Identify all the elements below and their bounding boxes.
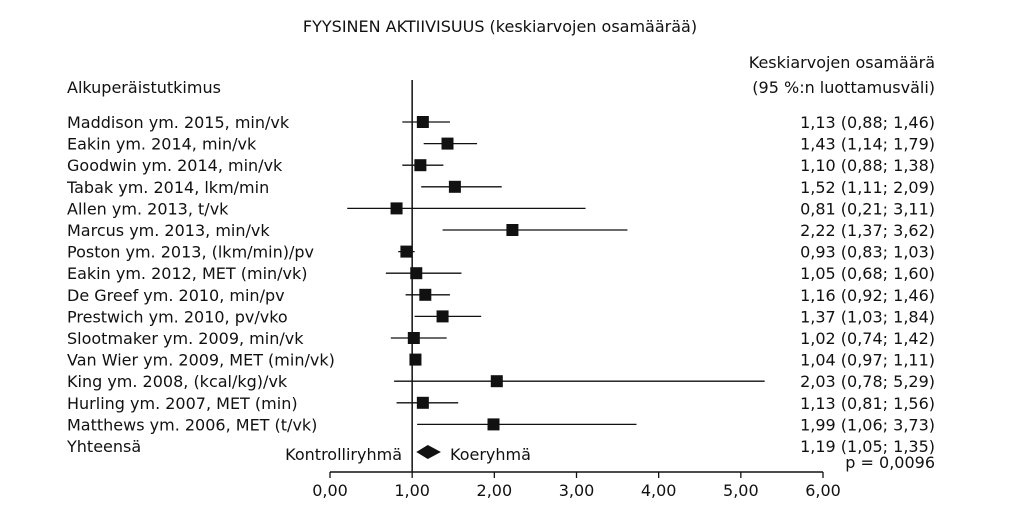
- study-value: 1,37 (1,03; 1,84): [800, 307, 935, 326]
- study-label: Maddison ym. 2015, min/vk: [67, 113, 290, 132]
- study-value: 1,52 (1,11; 2,09): [800, 178, 935, 197]
- studies-header: Alkuperäistutkimus: [67, 78, 221, 97]
- point-estimate: [390, 202, 403, 215]
- study-value: 1,04 (0,97; 1,11): [800, 351, 935, 370]
- study-label: Eakin ym. 2012, MET (min/vk): [67, 264, 308, 283]
- study-label: Matthews ym. 2006, MET (t/vk): [67, 415, 317, 434]
- study-row: De Greef ym. 2010, min/pv 1,16 (0,92; 1,4…: [67, 286, 935, 305]
- point-estimate: [506, 224, 519, 236]
- study-label: Slootmaker ym. 2009, min/vk: [67, 329, 304, 348]
- study-label: Tabak ym. 2014, lkm/min: [66, 178, 269, 197]
- study-value: 1,13 (0,88; 1,46): [800, 113, 935, 132]
- point-estimate: [410, 267, 423, 280]
- study-label: Eakin ym. 2014, min/vk: [67, 135, 257, 154]
- study-row: Poston ym. 2013, (lkm/min)/pv 0,93 (0,83;…: [67, 243, 935, 262]
- point-estimate: [487, 418, 500, 431]
- treatment-group-label: Koeryhmä: [450, 445, 531, 464]
- x-tick-label: 3,00: [559, 481, 595, 500]
- point-estimate: [409, 353, 422, 366]
- study-row: Van Wier ym. 2009, MET (min/vk) 1,04 (0,9…: [67, 351, 935, 370]
- study-value: 1,02 (0,74; 1,42): [800, 329, 935, 348]
- x-tick-label: 5,00: [723, 481, 759, 500]
- point-estimate: [416, 116, 429, 128]
- study-value: 1,13 (0,81; 1,56): [800, 394, 935, 413]
- value-header-line1: Keskiarvojen osamäärä: [749, 53, 935, 72]
- study-label: Allen ym. 2013, t/vk: [67, 199, 229, 218]
- study-label: Van Wier ym. 2009, MET (min/vk): [67, 351, 335, 370]
- chart-title: FYYSINEN AKTIIVISUUS (keskiarvojen osamä…: [303, 17, 697, 36]
- point-estimate: [490, 375, 503, 388]
- study-value: 1,43 (1,14; 1,79): [800, 135, 935, 154]
- total-label: Yhteensä: [66, 437, 141, 456]
- study-label: De Greef ym. 2010, min/pv: [67, 286, 285, 305]
- point-estimate: [416, 396, 429, 409]
- study-value: 0,81 (0,21; 3,11): [800, 199, 935, 218]
- study-row: Slootmaker ym. 2009, min/vk 1,02 (0,74; 1…: [67, 329, 935, 348]
- point-estimate: [407, 332, 420, 344]
- x-tick-label: 6,00: [805, 481, 841, 500]
- study-label: Prestwich ym. 2010, pv/vko: [67, 307, 288, 326]
- study-value: 1,99 (1,06; 3,73): [800, 415, 935, 434]
- point-estimate: [400, 245, 413, 258]
- x-tick-label: 4,00: [641, 481, 677, 500]
- control-group-label: Kontrolliryhmä: [285, 445, 402, 464]
- total-diamond: [416, 445, 441, 459]
- point-estimate: [436, 310, 449, 323]
- study-row: King ym. 2008, (kcal/kg)/vk 2,03 (0,78; 5…: [67, 372, 935, 391]
- point-estimate: [448, 180, 461, 193]
- study-value: 1,16 (0,92; 1,46): [800, 286, 935, 305]
- study-value: 1,05 (0,68; 1,60): [800, 264, 935, 283]
- study-row: Eakin ym. 2012, MET (min/vk) 1,05 (0,68; …: [67, 264, 935, 283]
- study-label: King ym. 2008, (kcal/kg)/vk: [67, 372, 288, 391]
- study-row: Prestwich ym. 2010, pv/vko 1,37 (1,03; 1,…: [67, 307, 935, 326]
- study-label: Poston ym. 2013, (lkm/min)/pv: [67, 243, 314, 262]
- study-value: 1,10 (0,88; 1,38): [800, 156, 935, 175]
- value-header-line2: (95 %:n luottamusväli): [752, 78, 935, 97]
- study-row: Tabak ym. 2014, lkm/min 1,52 (1,11; 2,09): [66, 178, 935, 197]
- chart-marks: Maddison ym. 2015, min/vk 1,13 (0,88; 1,4…: [66, 113, 935, 459]
- study-row: Hurling ym. 2007, MET (min) 1,13 (0,81; 1…: [67, 394, 935, 413]
- study-row: Maddison ym. 2015, min/vk 1,13 (0,88; 1,4…: [67, 113, 935, 132]
- study-value: 2,03 (0,78; 5,29): [800, 372, 935, 391]
- study-row: Marcus ym. 2013, min/vk 2,22 (1,37; 3,62): [67, 221, 935, 240]
- study-value: 2,22 (1,37; 3,62): [800, 221, 935, 240]
- x-tick-label: 0,00: [312, 481, 348, 500]
- study-label: Marcus ym. 2013, min/vk: [67, 221, 270, 240]
- p-value: p = 0,0096: [845, 453, 935, 472]
- study-row: Goodwin ym. 2014, min/vk 1,10 (0,88; 1,38…: [67, 156, 935, 175]
- study-row: Matthews ym. 2006, MET (t/vk) 1,99 (1,06;…: [67, 415, 935, 434]
- study-row: Allen ym. 2013, t/vk 0,81 (0,21; 3,11): [67, 199, 935, 218]
- point-estimate: [441, 137, 454, 150]
- study-label: Hurling ym. 2007, MET (min): [67, 394, 298, 413]
- study-value: 0,93 (0,83; 1,03): [800, 243, 935, 262]
- x-tick-label: 2,00: [477, 481, 513, 500]
- total-value: 1,19 (1,05; 1,35): [800, 437, 935, 456]
- x-axis: 0,00 1,00 2,00 3,00 4,00 5,00 6,00: [312, 472, 841, 500]
- study-row: Eakin ym. 2014, min/vk 1,43 (1,14; 1,79): [67, 135, 935, 154]
- x-tick-label: 1,00: [394, 481, 430, 500]
- study-label: Goodwin ym. 2014, min/vk: [67, 156, 283, 175]
- point-estimate: [419, 288, 432, 301]
- point-estimate: [414, 159, 427, 172]
